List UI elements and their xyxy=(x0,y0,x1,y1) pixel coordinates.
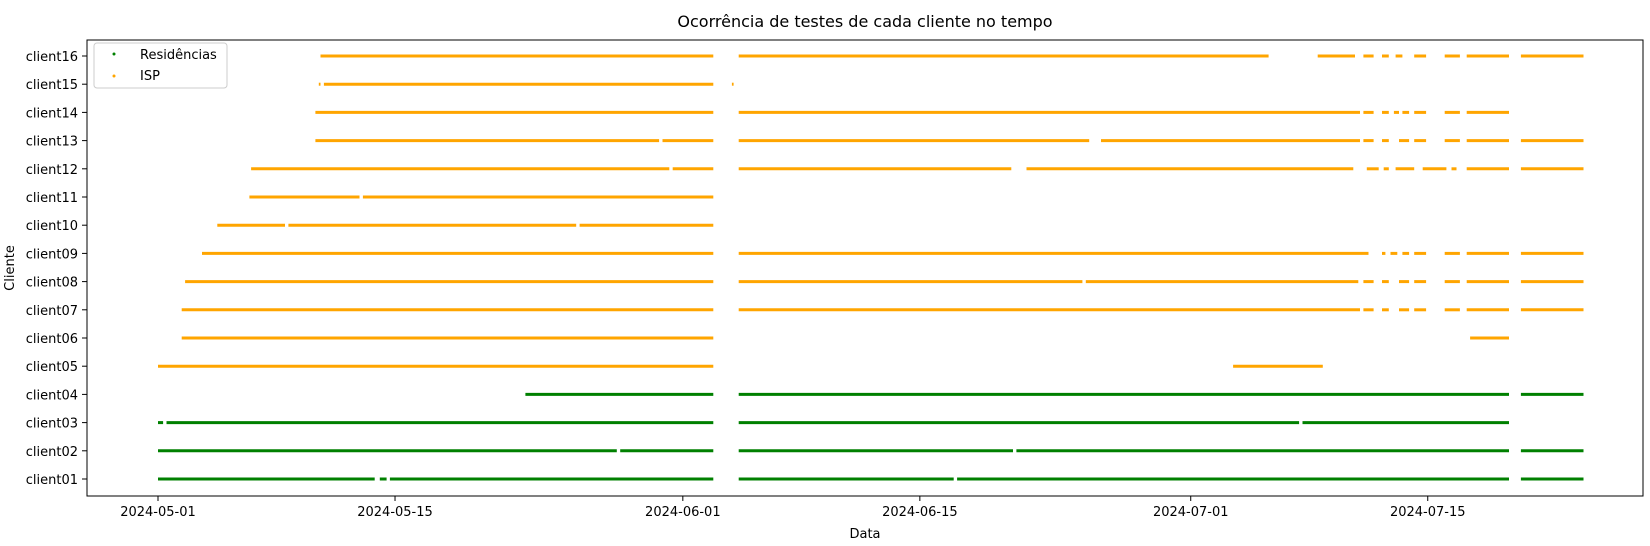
y-tick-label: client13 xyxy=(26,135,78,150)
y-tick-label: client10 xyxy=(26,219,78,234)
y-tick-label: client06 xyxy=(26,332,78,347)
y-tick-label: client14 xyxy=(26,106,78,121)
plot-area xyxy=(158,54,1584,481)
y-axis: client01 client02 client03 client04 client05… xyxy=(26,50,87,488)
x-tick-label: 2024-06-01 xyxy=(645,505,721,520)
y-tick-label: client03 xyxy=(26,417,78,432)
y-tick-label: client05 xyxy=(26,360,78,375)
x-axis-label: Data xyxy=(849,527,880,542)
y-tick-label: client04 xyxy=(26,388,78,403)
x-tick-label: 2024-07-01 xyxy=(1153,505,1229,520)
legend-label-isp: ISP xyxy=(140,69,160,84)
x-axis: 2024-05-01 2024-05-15 2024-06-01 2024-06-15… xyxy=(120,496,1466,520)
y-tick-label: client16 xyxy=(26,50,78,65)
y-tick-label: client11 xyxy=(26,191,78,206)
y-tick-label: client12 xyxy=(26,163,78,178)
x-tick-label: 2024-07-15 xyxy=(1390,505,1466,520)
y-tick-label: client09 xyxy=(26,247,78,262)
x-tick-label: 2024-06-15 xyxy=(882,505,958,520)
y-tick-label: client08 xyxy=(26,276,78,291)
legend-box xyxy=(93,42,228,89)
y-tick-label: client07 xyxy=(26,304,78,319)
y-tick-label: client02 xyxy=(26,445,78,460)
legend-label-residencias: Residências xyxy=(140,48,217,63)
legend: Residências ISP xyxy=(93,42,228,89)
y-tick-label: client01 xyxy=(26,473,78,488)
plot-frame xyxy=(86,39,1644,497)
y-tick-label: client15 xyxy=(26,78,78,93)
legend-marker-isp xyxy=(112,74,116,78)
x-tick-label: 2024-05-15 xyxy=(357,505,433,520)
legend-marker-residencias xyxy=(112,52,116,56)
x-tick-label: 2024-05-01 xyxy=(120,505,196,520)
y-axis-label: Cliente xyxy=(3,245,18,291)
chart-title: Ocorrência de testes de cada cliente no … xyxy=(677,12,1052,31)
